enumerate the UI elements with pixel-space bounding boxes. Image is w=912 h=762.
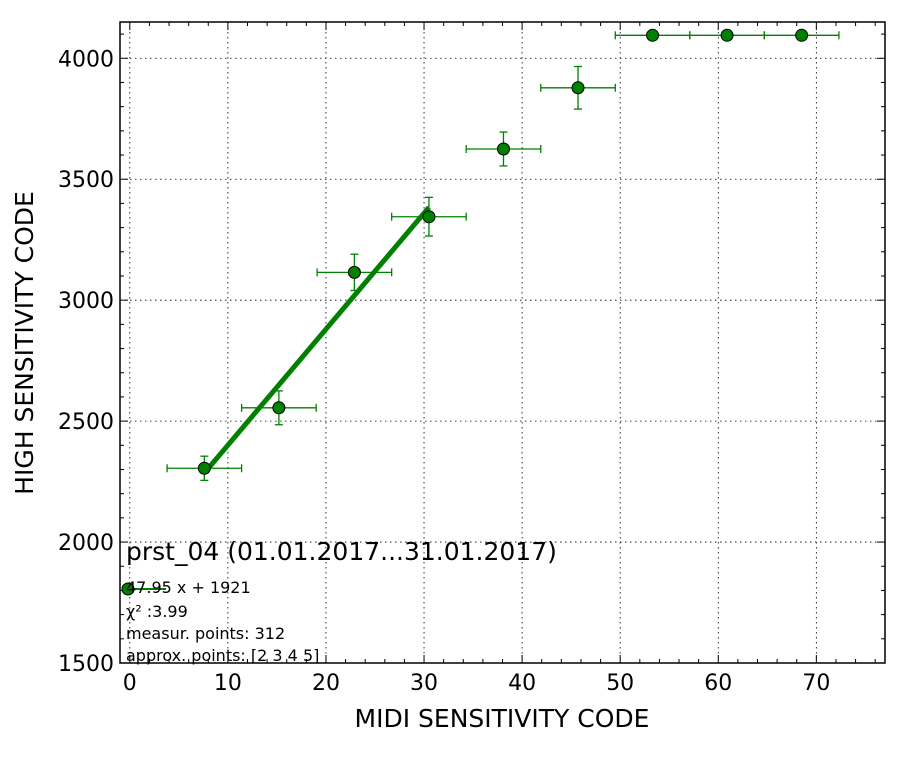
x-tick-label: 50 (606, 671, 634, 696)
x-tick-label: 40 (508, 671, 536, 696)
data-point (496, 142, 510, 156)
y-tick-label: 4000 (58, 47, 114, 72)
data-points (197, 28, 809, 475)
x-tick-label: 30 (410, 671, 438, 696)
data-point (720, 28, 734, 42)
fit-equation-label: 47.95 x + 1921 (126, 578, 251, 597)
measur-points-label: measur. points: 312 (126, 624, 285, 643)
fit-line-group (202, 205, 431, 475)
legend-fit-marker (121, 582, 135, 596)
y-tick-label: 1500 (58, 652, 114, 677)
x-tick-label: 10 (214, 671, 242, 696)
approx-points-label: approx. points: [2 3 4 5] (126, 646, 319, 665)
y-tick-label: 3000 (58, 289, 114, 314)
grid-lines (120, 22, 885, 663)
legend-fit: 47.95 x + 1921 (121, 578, 251, 597)
data-point (272, 401, 286, 415)
fit-line (202, 205, 431, 475)
data-point (197, 461, 211, 475)
y-axis-label: HIGH SENSITIVITY CODE (10, 191, 39, 495)
data-point (571, 81, 585, 95)
y-tick-label: 2500 (58, 410, 114, 435)
data-point (347, 265, 361, 279)
data-point (422, 210, 436, 224)
data-point (646, 28, 660, 42)
x-tick-label: 0 (123, 671, 137, 696)
chart-annotation-title: prst_04 (01.01.2017...31.01.2017) (126, 537, 557, 566)
y-tick-label: 3500 (58, 168, 114, 193)
x-tick-label: 60 (704, 671, 732, 696)
x-tick-label: 70 (802, 671, 830, 696)
x-axis-label: MIDI SENSITIVITY CODE (355, 704, 650, 733)
y-tick-label: 2000 (58, 531, 114, 556)
data-point (795, 28, 809, 42)
x-tick-label: 20 (312, 671, 340, 696)
error-bars (166, 31, 840, 482)
chi-square-label: χ² :3.99 (126, 602, 188, 621)
axis-ticks: 0 10 20 30 40 50 60 70 1500 2000 2500 3000 3500 4000 (58, 22, 885, 696)
plot-frame (119, 21, 886, 664)
